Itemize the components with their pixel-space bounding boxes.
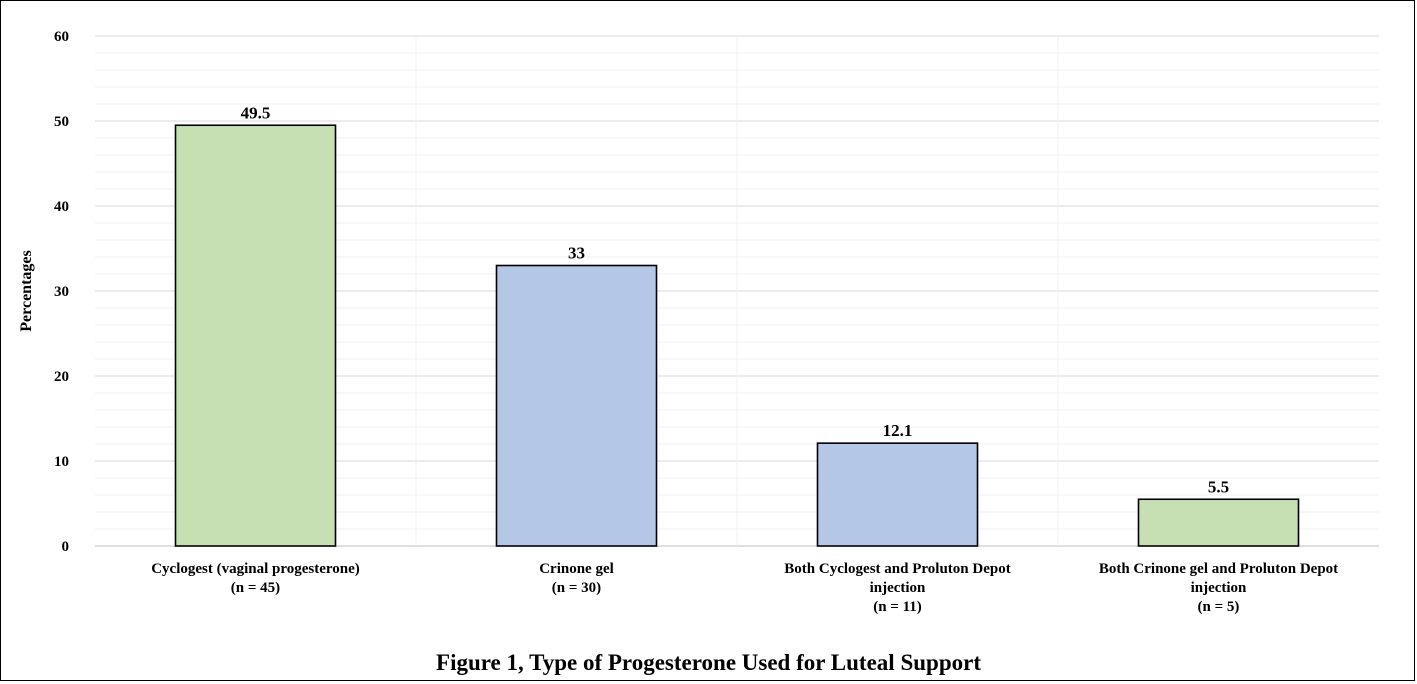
y-tick-label: 10 xyxy=(54,454,69,470)
x-category-label: injection xyxy=(870,580,926,596)
figure-caption: Figure 1, Type of Progesterone Used for … xyxy=(436,650,981,675)
y-axis-title: Percentages xyxy=(18,250,35,331)
data-label: 5.5 xyxy=(1208,477,1229,496)
bar xyxy=(495,264,658,547)
y-tick-label: 0 xyxy=(62,539,70,555)
y-tick-label: 20 xyxy=(54,369,69,385)
bar xyxy=(174,124,337,547)
x-category-label: (n = 45) xyxy=(231,580,280,596)
y-tick-label: 60 xyxy=(54,29,69,45)
data-label: 33 xyxy=(568,244,585,263)
x-category-label: Crinone gel xyxy=(539,561,614,577)
data-label: 12.1 xyxy=(883,421,913,440)
x-category-label: (n = 11) xyxy=(873,599,922,615)
y-tick-label: 50 xyxy=(54,114,69,130)
x-category-label: (n = 5) xyxy=(1198,599,1240,615)
y-tick-label: 30 xyxy=(54,284,69,300)
data-label: 49.5 xyxy=(241,103,271,122)
x-category-label: Both Crinone gel and Proluton Depot xyxy=(1099,561,1338,577)
bar xyxy=(816,442,979,547)
x-category-label: (n = 30) xyxy=(552,580,601,596)
bar xyxy=(1137,498,1300,547)
x-category-label: Cyclogest (vaginal progesterone) xyxy=(151,561,360,577)
x-category-label: injection xyxy=(1191,580,1247,596)
y-tick-label: 40 xyxy=(54,199,69,215)
x-category-label: Both Cyclogest and Proluton Depot xyxy=(784,561,1010,577)
